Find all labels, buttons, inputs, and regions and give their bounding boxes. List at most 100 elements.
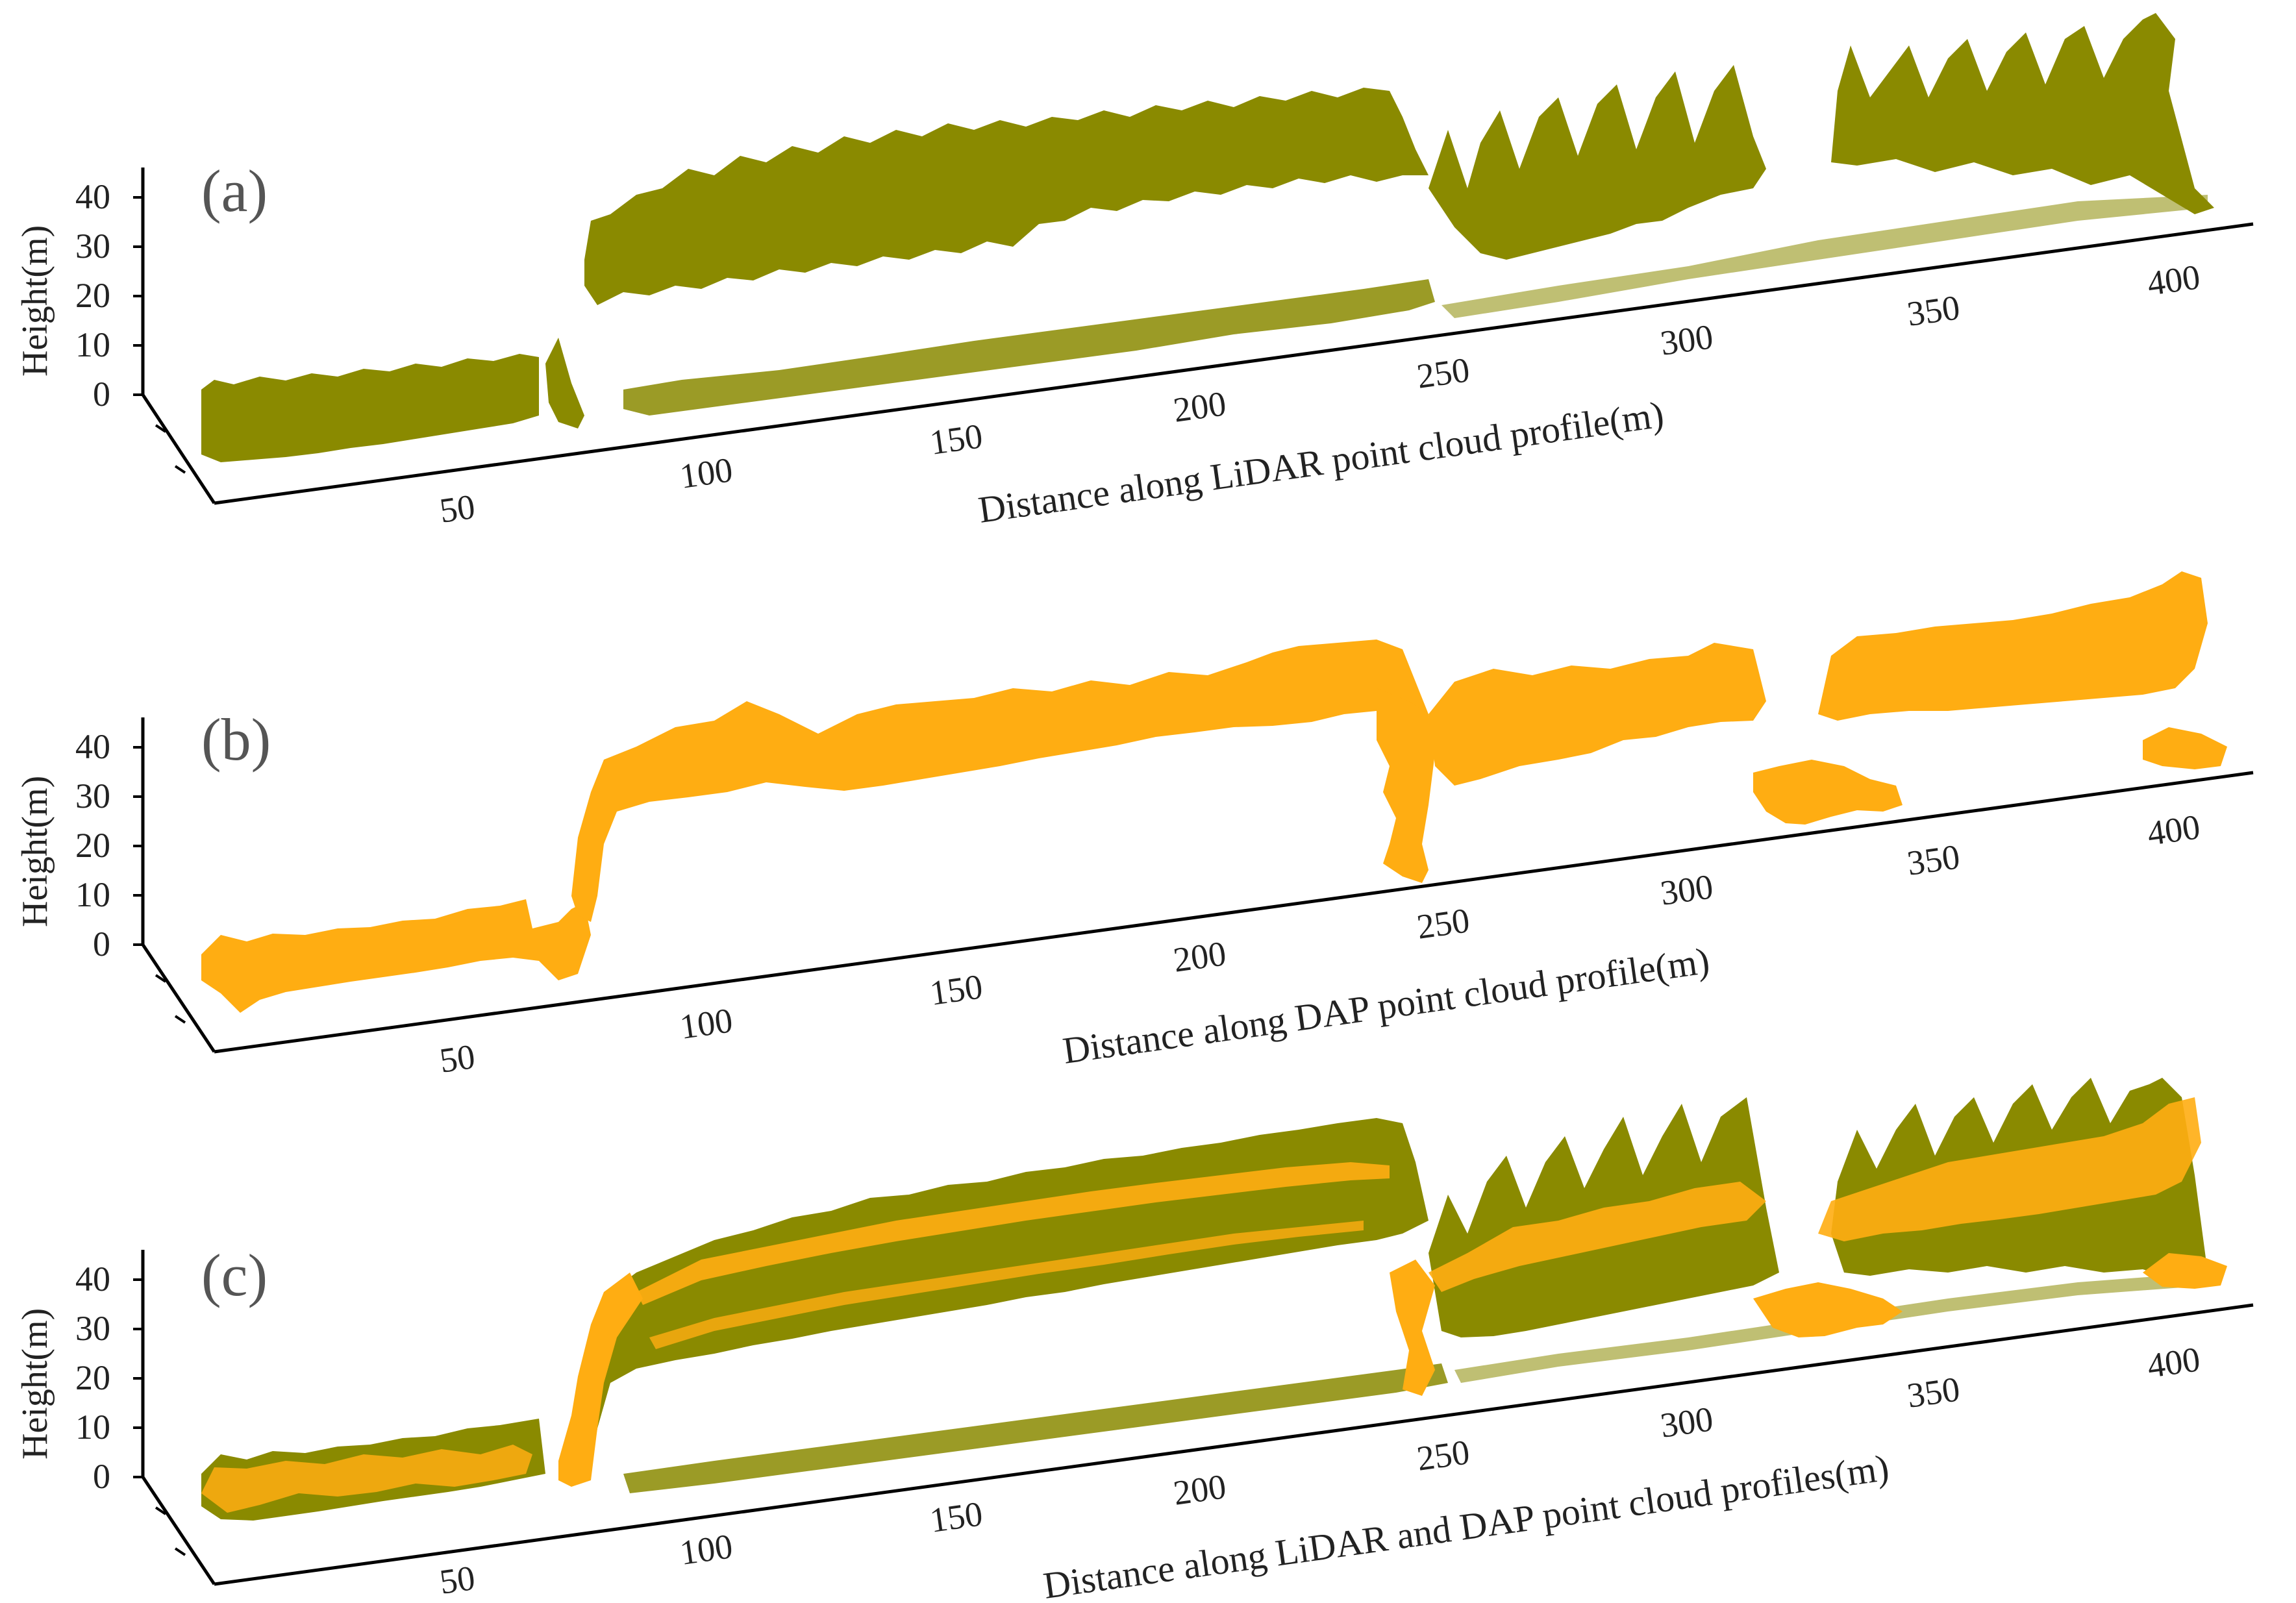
panel-a-xtick-label: 350 bbox=[1904, 288, 1962, 334]
panel-a-xtick-label: 300 bbox=[1658, 317, 1716, 363]
panel-a-xtick-label: 100 bbox=[677, 450, 735, 496]
panel-b-xtick-label: 400 bbox=[2145, 807, 2202, 853]
panel-c-xtick-label: 400 bbox=[2145, 1339, 2202, 1386]
panel-c-x-tick-labels: 50 100 150 200 250 300 350 400 bbox=[437, 1339, 2202, 1602]
panel-b-xtick-label: 300 bbox=[1658, 867, 1716, 913]
panel-b-ytick-label: 30 bbox=[75, 777, 110, 815]
panel-a-ytick-label: 0 bbox=[93, 375, 110, 414]
panel-a-xtick-label: 200 bbox=[1171, 384, 1229, 430]
panel-c-xtick-label: 200 bbox=[1171, 1467, 1229, 1513]
panel-a-xtick-label: 150 bbox=[927, 416, 985, 462]
panel-a-point-cloud bbox=[201, 13, 2214, 462]
panel-b-ytick-label: 20 bbox=[75, 826, 110, 865]
panel-c-ytick-label: 10 bbox=[75, 1408, 110, 1447]
panel-b-xtick-label: 350 bbox=[1904, 837, 1962, 883]
panel-c-lidar-ground bbox=[623, 1363, 1448, 1493]
panel-b-point-cloud bbox=[201, 571, 2227, 1013]
panel-c-point-cloud bbox=[201, 1078, 2227, 1521]
panel-c-y-ticks bbox=[133, 1278, 186, 1556]
panel-a-lidar-right-crowns bbox=[1831, 13, 2214, 214]
panel-c-label: (c) bbox=[201, 1242, 268, 1308]
panel-b-ytick-label: 0 bbox=[93, 925, 110, 963]
panel-c-xtick-label: 150 bbox=[927, 1494, 985, 1540]
panel-c-y-tick-labels: 0 10 20 30 40 bbox=[75, 1260, 110, 1496]
panel-b-y-ticks bbox=[133, 746, 186, 1024]
panel-c-y-axis-title: Height(m) bbox=[15, 1308, 55, 1460]
panel-c-axes bbox=[141, 1250, 2254, 1586]
panel-b-y-axis-title: Height(m) bbox=[15, 776, 55, 927]
panel-c-dap-canopy-streak-1 bbox=[636, 1162, 1390, 1305]
panel-a-ytick-label: 40 bbox=[75, 177, 110, 216]
panel-a-lidar-gap-slope bbox=[545, 338, 584, 429]
panel-b-dap-right bbox=[1818, 571, 2208, 721]
panel-b-x-tick-labels: 50 100 150 200 250 300 350 400 bbox=[437, 807, 2202, 1080]
panel-a-ytick-label: 10 bbox=[75, 325, 110, 364]
panel-b-y-tick-labels: 0 10 20 30 40 bbox=[75, 727, 110, 963]
panel-c-depth-axis bbox=[141, 1476, 216, 1585]
panel-c: 0 10 20 30 40 50 100 150 200 250 300 350… bbox=[15, 1078, 2254, 1603]
panel-a-x-axis-title: Distance along LiDAR point cloud profile… bbox=[976, 393, 1666, 531]
panel-a-ytick-label: 30 bbox=[75, 227, 110, 266]
panel-a-depth-tick bbox=[174, 465, 186, 474]
panel-c-dap-right bbox=[1818, 1097, 2201, 1241]
panel-a-x-tick-labels: 50 100 150 200 250 300 350 400 bbox=[437, 257, 2202, 530]
panel-c-xtick-label: 300 bbox=[1658, 1399, 1716, 1445]
panel-a-ytick-label: 20 bbox=[75, 276, 110, 315]
panel-b-ytick-label: 10 bbox=[75, 875, 110, 914]
panel-a-axes bbox=[141, 168, 2254, 505]
panel-b-dap-middle bbox=[1429, 643, 1766, 786]
panel-b-xtick-label: 100 bbox=[677, 1000, 735, 1047]
panel-c-depth-tick bbox=[174, 1547, 186, 1556]
panel-b-dap-canopy-band bbox=[571, 640, 1429, 922]
panel-b-axes bbox=[141, 717, 2254, 1054]
panel-c-dap-right-low bbox=[2143, 1253, 2227, 1289]
panel-a-xtick-label: 50 bbox=[437, 487, 477, 530]
panel-a-lidar-low-canopy bbox=[201, 354, 539, 462]
panel-a: 0 10 20 30 40 50 100 150 200 250 300 350… bbox=[15, 13, 2254, 531]
panel-c-dap-dip bbox=[1390, 1260, 1435, 1396]
panel-b-depth-tick bbox=[155, 974, 167, 983]
panel-a-depth-axis bbox=[141, 393, 216, 504]
panel-c-dap-dip-right bbox=[1753, 1282, 1903, 1337]
panel-c-lidar-upper-canopy bbox=[578, 1118, 1429, 1467]
panel-b-dap-dip bbox=[1377, 688, 1435, 883]
panel-b-ytick-label: 40 bbox=[75, 727, 110, 766]
panel-c-depth-tick bbox=[155, 1506, 167, 1515]
panel-b-xtick-label: 250 bbox=[1414, 901, 1472, 947]
panel-a-lidar-ground bbox=[623, 279, 1435, 416]
panel-c-dap-middle-streaks bbox=[1429, 1182, 1766, 1292]
panel-c-x-axis bbox=[214, 1303, 2254, 1586]
panel-a-xtick-label: 400 bbox=[2145, 257, 2202, 303]
panel-b-dap-right-low bbox=[2143, 727, 2227, 769]
panel-c-ytick-label: 40 bbox=[75, 1260, 110, 1299]
panel-a-y-axis-title: Height(m) bbox=[15, 225, 55, 377]
panel-a-y-ticks bbox=[133, 196, 186, 474]
panel-b-xtick-label: 150 bbox=[927, 967, 985, 1013]
panel-c-xtick-label: 250 bbox=[1414, 1432, 1472, 1478]
panel-c-dap-canopy-streak-2 bbox=[649, 1221, 1364, 1349]
panel-a-lidar-conifer-crowns bbox=[1429, 65, 1766, 260]
panel-c-dap-slope bbox=[558, 1273, 643, 1487]
panel-b-label: (b) bbox=[201, 706, 271, 773]
panel-c-xtick-label: 350 bbox=[1904, 1369, 1962, 1415]
panel-b-xtick-label: 200 bbox=[1171, 934, 1229, 980]
panel-b-xtick-label: 50 bbox=[437, 1037, 477, 1080]
panel-b-depth-axis bbox=[141, 943, 216, 1053]
panel-a-depth-tick bbox=[155, 424, 167, 433]
panel-b-dap-dip-right bbox=[1753, 760, 1903, 825]
panel-b-dap-low-canopy bbox=[201, 899, 591, 1013]
panel-c-ytick-label: 20 bbox=[75, 1358, 110, 1397]
panel-c-dap-low-canopy bbox=[201, 1445, 532, 1513]
panel-a-lidar-upper-canopy bbox=[584, 88, 1429, 305]
panel-b: 0 10 20 30 40 50 100 150 200 250 300 350… bbox=[15, 571, 2254, 1080]
panel-c-xtick-label: 100 bbox=[677, 1526, 735, 1572]
panel-a-y-tick-labels: 0 10 20 30 40 bbox=[75, 177, 110, 414]
panel-c-ytick-label: 30 bbox=[75, 1309, 110, 1348]
panel-a-label: (a) bbox=[201, 158, 268, 224]
panel-b-x-axis-title: Distance along DAP point cloud profile(m… bbox=[1060, 939, 1712, 1072]
panel-c-xtick-label: 50 bbox=[437, 1558, 477, 1602]
panel-b-x-axis bbox=[214, 771, 2254, 1054]
panel-a-xtick-label: 250 bbox=[1414, 350, 1472, 396]
panel-a-x-axis bbox=[214, 222, 2254, 505]
